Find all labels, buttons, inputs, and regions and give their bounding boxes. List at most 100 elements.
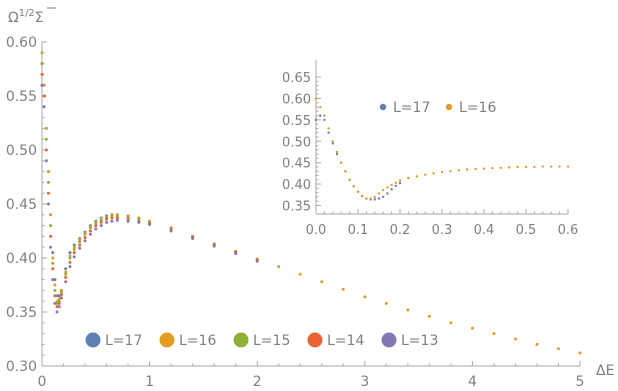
data-point <box>68 251 72 255</box>
inset-legend: L=17 L=16 <box>379 100 496 116</box>
main-legend: L=17 L=16 L=15 L=14 L=13 <box>85 332 438 349</box>
data-point <box>44 148 48 152</box>
data-point <box>99 224 103 228</box>
data-point <box>46 180 50 184</box>
data-point <box>49 224 53 228</box>
data-point <box>398 179 402 182</box>
main-series-L-17 <box>40 62 259 298</box>
data-point <box>46 202 50 206</box>
data-point <box>51 251 55 255</box>
data-point <box>516 165 519 169</box>
main-y-tick-label: 0.45 <box>6 197 37 213</box>
data-point <box>535 342 539 346</box>
legend-marker <box>445 103 453 111</box>
data-point <box>440 170 444 174</box>
data-point <box>384 301 388 305</box>
data-point <box>115 216 119 220</box>
data-point <box>57 299 61 303</box>
data-point <box>212 244 216 248</box>
data-point <box>427 314 431 318</box>
legend-marker <box>307 332 323 348</box>
data-point <box>377 192 381 195</box>
data-point <box>377 197 381 200</box>
data-point <box>566 165 570 168</box>
inset-y-tick-label: 0.40 <box>282 178 311 193</box>
inset-y-tick-label: 0.65 <box>282 71 311 86</box>
data-point <box>83 232 87 236</box>
data-point <box>59 291 63 295</box>
inset-y-tick-label: 0.60 <box>282 93 311 108</box>
data-point <box>191 237 195 241</box>
inset-x-tick-label: 0.2 <box>390 223 411 238</box>
main-y-tick-label: 0.40 <box>6 251 37 267</box>
main-y-tick-label: 0.30 <box>6 359 37 375</box>
data-point <box>94 227 98 231</box>
data-point <box>57 301 61 305</box>
data-point <box>148 223 152 227</box>
data-point <box>394 181 397 184</box>
inset-y-tick-label: 0.55 <box>282 114 311 129</box>
data-point <box>46 170 50 174</box>
main-plot: 0 1 2 3 4 5 0.30 0.35 0.40 0.45 0.50 0.55 0.60 ΔE Ω1/2… <box>6 7 614 390</box>
data-point <box>94 224 98 228</box>
inset-x-tick-label: 0.5 <box>516 223 537 238</box>
data-point <box>323 118 326 122</box>
data-point <box>255 259 259 263</box>
data-point <box>331 140 334 143</box>
data-point <box>415 175 418 178</box>
data-point <box>369 197 372 200</box>
inset-x-tick-label: 0.6 <box>558 223 579 238</box>
data-point <box>491 167 494 170</box>
main-x-tick-label: 0 <box>38 374 47 390</box>
x-axis-label: ΔE <box>596 363 614 379</box>
data-point <box>110 214 114 218</box>
main-series-L-14 <box>40 72 259 309</box>
inset-x-tick-label: 0.1 <box>348 223 369 238</box>
data-point <box>59 296 63 300</box>
data-point <box>470 326 474 330</box>
data-point <box>40 72 44 76</box>
data-point <box>78 243 82 247</box>
data-point <box>449 321 453 325</box>
data-point <box>424 173 427 176</box>
data-point <box>55 299 59 303</box>
inset-plot: 0.0 0.1 0.2 0.3 0.4 0.5 0.6 0.35 0.40 0.45 0.50 0.5… <box>282 56 582 238</box>
data-point <box>344 170 347 173</box>
data-point <box>57 305 61 309</box>
data-point <box>320 280 324 284</box>
data-point <box>64 267 68 271</box>
data-point <box>340 161 343 164</box>
data-point <box>373 198 376 201</box>
data-point <box>558 165 561 168</box>
data-point <box>352 184 355 188</box>
data-point <box>110 216 114 220</box>
data-point <box>513 337 517 341</box>
data-point <box>64 270 68 274</box>
data-point <box>390 187 393 191</box>
legend-label: L=17 <box>105 333 142 349</box>
data-point <box>51 278 55 282</box>
data-point <box>72 243 76 247</box>
data-point <box>94 221 98 225</box>
data-point <box>53 283 57 287</box>
data-point <box>407 176 410 180</box>
data-point <box>137 220 141 224</box>
data-point <box>68 265 72 269</box>
data-point <box>68 256 72 260</box>
data-point <box>99 218 103 222</box>
inset-series-L-16 <box>314 97 570 200</box>
data-point <box>335 150 339 154</box>
data-point <box>508 166 511 169</box>
data-point <box>327 127 330 130</box>
main-x-tick-label: 2 <box>253 374 262 390</box>
main-series-L-13 <box>40 83 259 314</box>
data-point <box>474 167 477 171</box>
data-point <box>49 213 53 217</box>
data-point <box>137 217 141 221</box>
data-point <box>457 169 460 172</box>
main-x-tick-label: 4 <box>468 374 477 390</box>
data-point <box>115 214 119 218</box>
legend-label: L=13 <box>401 333 438 349</box>
data-point <box>55 301 59 305</box>
